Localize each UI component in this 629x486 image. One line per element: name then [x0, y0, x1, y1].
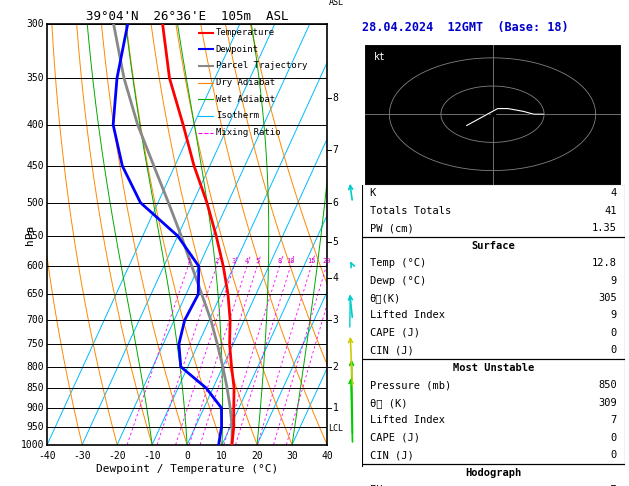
Text: 850: 850	[27, 383, 45, 393]
Text: EH: EH	[370, 485, 382, 486]
Text: 3: 3	[333, 315, 338, 325]
Text: θᴄ (K): θᴄ (K)	[370, 398, 407, 408]
Text: Wet Adiabat: Wet Adiabat	[216, 95, 275, 104]
Text: 10: 10	[286, 258, 295, 264]
Text: -30: -30	[74, 451, 91, 461]
Text: 8: 8	[277, 258, 282, 264]
Text: 30: 30	[286, 451, 298, 461]
Text: CIN (J): CIN (J)	[370, 346, 413, 355]
Text: 0: 0	[611, 433, 616, 443]
Text: Surface: Surface	[471, 241, 515, 251]
Text: 8: 8	[333, 92, 338, 103]
Text: 2: 2	[214, 258, 218, 264]
Text: Isotherm: Isotherm	[216, 111, 259, 121]
Text: 20: 20	[322, 258, 331, 264]
Text: 400: 400	[27, 120, 45, 130]
Text: Totals Totals: Totals Totals	[370, 206, 451, 216]
Text: Hodograph: Hodograph	[465, 468, 521, 478]
Text: 4: 4	[245, 258, 249, 264]
Text: 9: 9	[611, 311, 616, 320]
Text: CAPE (J): CAPE (J)	[370, 433, 420, 443]
Text: Temp (°C): Temp (°C)	[370, 258, 426, 268]
Text: Mixing Ratio: Mixing Ratio	[216, 128, 281, 137]
Text: 900: 900	[27, 403, 45, 413]
Text: 0: 0	[184, 451, 190, 461]
Text: kt: kt	[374, 52, 386, 62]
Text: 1: 1	[186, 258, 190, 264]
Title: 39°04'N  26°36'E  105m  ASL: 39°04'N 26°36'E 105m ASL	[86, 10, 288, 23]
Text: Temperature: Temperature	[216, 28, 275, 37]
Text: 20: 20	[251, 451, 263, 461]
Text: hPa: hPa	[25, 225, 35, 244]
Text: PW (cm): PW (cm)	[370, 223, 413, 233]
Text: 6: 6	[333, 198, 338, 208]
X-axis label: Dewpoint / Temperature (°C): Dewpoint / Temperature (°C)	[96, 464, 278, 474]
Text: 750: 750	[27, 339, 45, 349]
Text: 0: 0	[611, 451, 616, 460]
Text: -10: -10	[143, 451, 161, 461]
Text: Lifted Index: Lifted Index	[370, 311, 445, 320]
Text: 41: 41	[604, 206, 616, 216]
Text: 15: 15	[307, 258, 315, 264]
Text: -20: -20	[108, 451, 126, 461]
Text: θᴄ(K): θᴄ(K)	[370, 293, 401, 303]
Text: 9: 9	[611, 276, 616, 285]
Text: -40: -40	[38, 451, 56, 461]
Text: 28.04.2024  12GMT  (Base: 18): 28.04.2024 12GMT (Base: 18)	[362, 21, 568, 34]
Text: -7: -7	[604, 485, 616, 486]
Text: 5: 5	[333, 237, 338, 247]
Text: Dewp (°C): Dewp (°C)	[370, 276, 426, 285]
Text: LCL: LCL	[328, 424, 343, 433]
Text: 850: 850	[598, 381, 616, 390]
Text: CIN (J): CIN (J)	[370, 451, 413, 460]
Text: 1: 1	[333, 403, 338, 413]
Text: Lifted Index: Lifted Index	[370, 416, 445, 425]
Text: 305: 305	[598, 293, 616, 303]
Text: 4: 4	[611, 188, 616, 198]
Text: 800: 800	[27, 362, 45, 372]
Text: 7: 7	[611, 416, 616, 425]
Text: 309: 309	[598, 398, 616, 408]
Text: km
ASL: km ASL	[329, 0, 344, 7]
Text: 350: 350	[27, 73, 45, 83]
Text: Parcel Trajectory: Parcel Trajectory	[216, 61, 307, 70]
Text: Dry Adiabat: Dry Adiabat	[216, 78, 275, 87]
Text: 950: 950	[27, 422, 45, 432]
Text: 7: 7	[333, 145, 338, 155]
Text: 1.35: 1.35	[592, 223, 616, 233]
Text: 650: 650	[27, 289, 45, 299]
Text: 450: 450	[27, 161, 45, 171]
Text: 500: 500	[27, 198, 45, 208]
Text: 0: 0	[611, 328, 616, 338]
Text: 5: 5	[255, 258, 259, 264]
Text: 4: 4	[333, 273, 338, 283]
Text: 700: 700	[27, 315, 45, 325]
Text: Dewpoint: Dewpoint	[216, 45, 259, 54]
Text: 0: 0	[611, 346, 616, 355]
Text: CAPE (J): CAPE (J)	[370, 328, 420, 338]
Text: K: K	[370, 188, 376, 198]
Text: 12.8: 12.8	[592, 258, 616, 268]
Text: Pressure (mb): Pressure (mb)	[370, 381, 451, 390]
Text: 3: 3	[232, 258, 236, 264]
Text: 10: 10	[216, 451, 228, 461]
Text: 2: 2	[333, 362, 338, 372]
Text: 550: 550	[27, 231, 45, 241]
Text: 600: 600	[27, 261, 45, 271]
Text: 300: 300	[27, 19, 45, 29]
Text: 40: 40	[321, 451, 333, 461]
Text: Most Unstable: Most Unstable	[452, 363, 534, 373]
Text: 1000: 1000	[21, 440, 45, 450]
